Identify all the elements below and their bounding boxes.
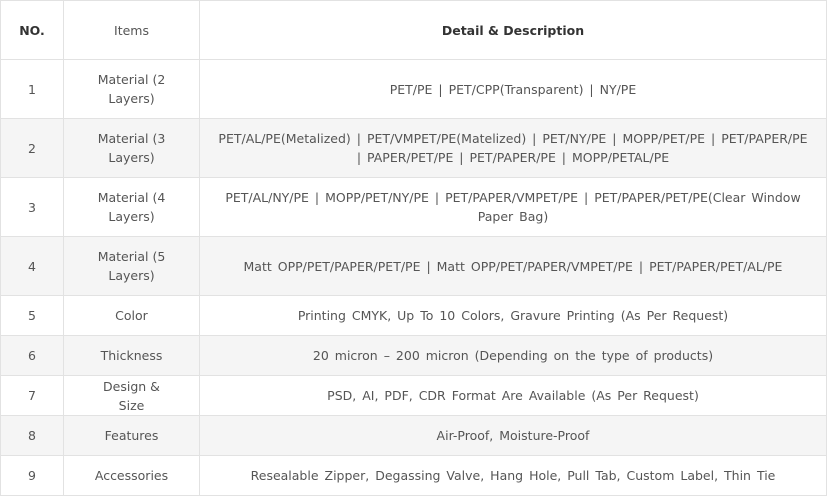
table-row: 9 Accessories Resealable Zipper, Degassing… — [0, 455, 827, 496]
row-number: 4 — [0, 236, 64, 296]
row-number: 5 — [0, 295, 64, 336]
row-number: 6 — [0, 335, 64, 376]
table-row: 7 Design & Size PSD, AI, PDF, CDR Format A… — [0, 375, 827, 416]
item-detail: PET/AL/PE(Metalized) | PET/VMPET/PE(Mate… — [199, 118, 827, 178]
row-number: 1 — [0, 59, 64, 119]
table-row: 8 Features Air-Proof, Moisture-Proof — [0, 415, 827, 456]
table-row: 3 Material (4 Layers) PET/AL/NY/PE | MOPP/… — [0, 177, 827, 237]
item-name: Material (4 Layers) — [63, 177, 200, 237]
item-detail: PSD, AI, PDF, CDR Format Are Available (… — [199, 375, 827, 416]
row-number: 3 — [0, 177, 64, 237]
table-row: 1 Material (2 Layers) PET/PE | PET/CPP(Tra… — [0, 59, 827, 119]
item-detail: Air-Proof, Moisture-Proof — [199, 415, 827, 456]
item-detail: Printing CMYK, Up To 10 Colors, Gravure … — [199, 295, 827, 336]
row-number: 2 — [0, 118, 64, 178]
item-name: Accessories — [63, 455, 200, 496]
table-body: 1 Material (2 Layers) PET/PE | PET/CPP(Tra… — [0, 59, 827, 496]
table-row: 4 Material (5 Layers) Matt OPP/PET/PAPER/P… — [0, 236, 827, 296]
item-detail: PET/AL/NY/PE | MOPP/PET/NY/PE | PET/PAPE… — [199, 177, 827, 237]
item-detail: PET/PE | PET/CPP(Transparent) | NY/PE — [199, 59, 827, 119]
item-name: Thickness — [63, 335, 200, 376]
row-number: 9 — [0, 455, 64, 496]
item-name: Material (3 Layers) — [63, 118, 200, 178]
item-detail: Matt OPP/PET/PAPER/PET/PE | Matt OPP/PET… — [199, 236, 827, 296]
table-row: 6 Thickness 20 micron – 200 micron (Depend… — [0, 335, 827, 376]
header-cell: NO. — [0, 0, 64, 60]
table-row: 2 Material (3 Layers) PET/AL/PE(Metalized)… — [0, 118, 827, 178]
header-cell: Items — [63, 0, 200, 60]
item-name: Design & Size — [63, 375, 200, 416]
row-number: 7 — [0, 375, 64, 416]
row-number: 8 — [0, 415, 64, 456]
item-name: Features — [63, 415, 200, 456]
item-name: Material (5 Layers) — [63, 236, 200, 296]
item-detail: Resealable Zipper, Degassing Valve, Hang… — [199, 455, 827, 496]
table-row: 5 Color Printing CMYK, Up To 10 Colors, Gr… — [0, 295, 827, 336]
item-name: Color — [63, 295, 200, 336]
header-row: NO. Items Detail & Description — [0, 0, 827, 60]
item-name: Material (2 Layers) — [63, 59, 200, 119]
header-cell: Detail & Description — [199, 0, 827, 60]
item-detail: 20 micron – 200 micron (Depending on the… — [199, 335, 827, 376]
